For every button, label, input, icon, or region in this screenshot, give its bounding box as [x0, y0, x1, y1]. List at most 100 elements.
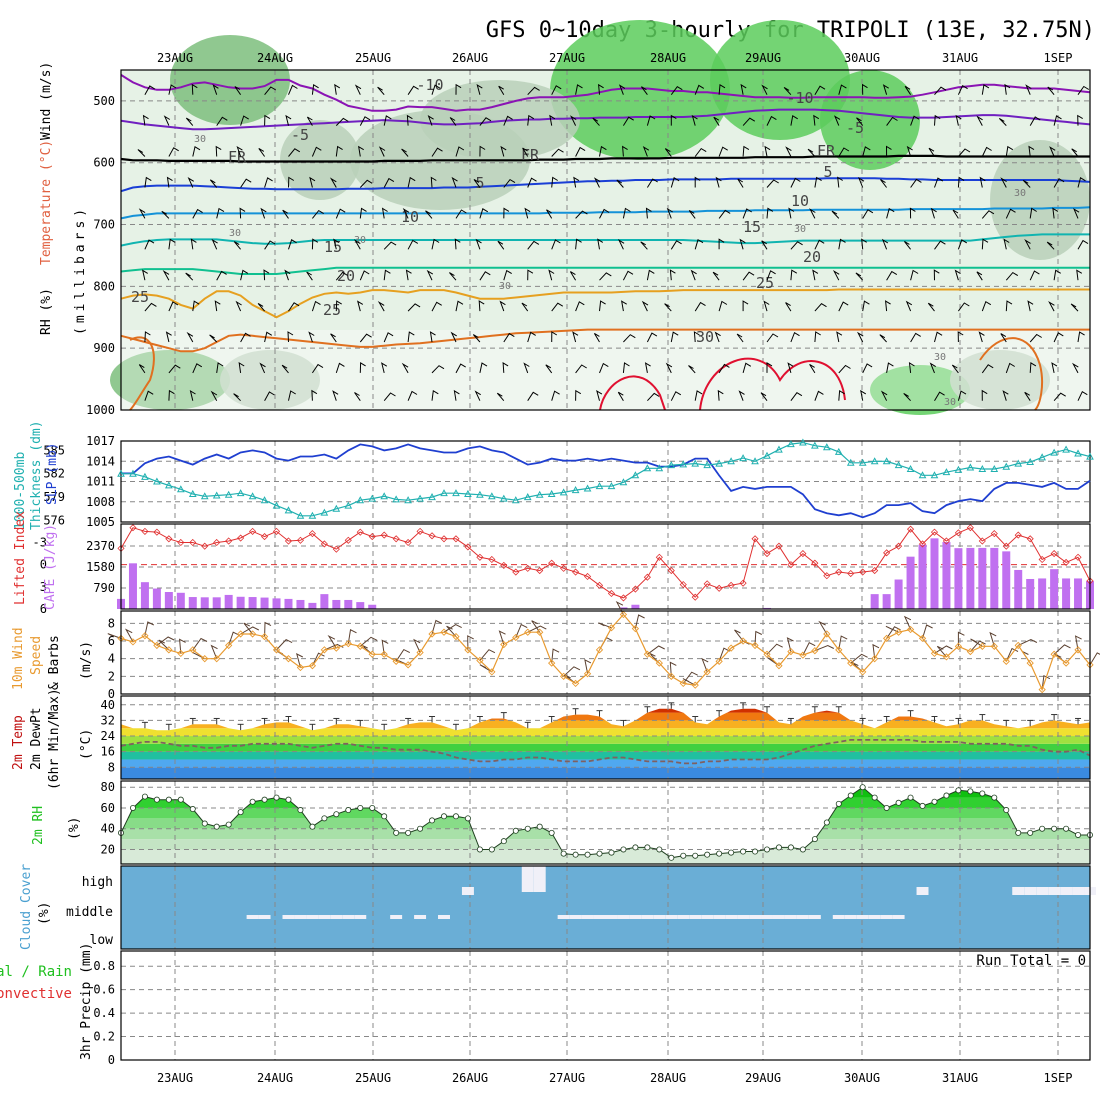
rh2m-marker-67 [919, 802, 926, 809]
upper-barb [165, 331, 172, 343]
upper-barb [814, 331, 821, 343]
li-marker-16 [308, 530, 316, 538]
rh2m-marker-22 [381, 813, 388, 820]
upper-barb [1051, 362, 1058, 374]
upper-barb [670, 177, 680, 188]
upper-barb [354, 392, 361, 401]
upper-barb [212, 84, 219, 95]
isotherm-label-3: -5 [846, 119, 864, 137]
thickness-marker-21 [368, 494, 377, 502]
li-marker-37 [560, 564, 568, 572]
thickness-marker-53 [751, 457, 759, 465]
li-marker-65 [895, 542, 903, 550]
day-label-bottom-7: 30AUG [844, 1071, 880, 1085]
upper-barb [381, 362, 388, 374]
upper-ytick-3: 800 [93, 279, 115, 293]
li-ytick-3: 6 [40, 602, 47, 616]
rh-label-5: 30 [944, 397, 956, 408]
rh2m-marker-51 [728, 849, 735, 856]
wind10-barb-65 [885, 625, 899, 633]
upper-barb [838, 301, 849, 312]
upper-barb [430, 176, 437, 188]
thickness-marker-8 [212, 491, 221, 499]
dewpt-line [120, 739, 1091, 765]
upper-barb [575, 364, 587, 374]
cape-bar-19 [344, 599, 353, 609]
upper-barb [551, 302, 564, 312]
cloud-block-middle-12 [258, 915, 271, 919]
isotherm--10-0 [120, 74, 1091, 112]
cape-bar-3 [152, 588, 161, 609]
upper-barb [264, 331, 273, 343]
upper-ytick-4: 900 [93, 341, 115, 355]
isotherm-15-5 [120, 233, 1090, 247]
cloud-block-high-80 [1072, 887, 1085, 895]
wind10-barb-11 [243, 622, 253, 635]
wind10-marker-25 [416, 648, 424, 657]
upper-wind-barbs [137, 83, 1090, 402]
li-marker-43 [631, 585, 639, 593]
thickness-marker-66 [906, 464, 915, 473]
rh2m-marker-76 [1027, 829, 1034, 836]
thickness-marker-40 [595, 482, 604, 490]
wind10-barb-71 [970, 640, 986, 652]
wind10-line [120, 613, 1091, 692]
upper-barb [736, 333, 744, 343]
upper-barb [694, 84, 705, 95]
li-marker-21 [368, 532, 376, 541]
wind10-barb-13 [276, 638, 293, 651]
thickness-marker-80 [1074, 449, 1082, 457]
upper-barb [549, 114, 556, 126]
li-marker-30 [476, 553, 484, 561]
rh2m-marker-40 [596, 850, 603, 857]
li-marker-61 [847, 569, 855, 578]
wind10-marker-35 [536, 628, 544, 636]
upper-barb [882, 84, 889, 95]
upper-barb [1028, 145, 1035, 157]
wind10-barb-49 [701, 657, 709, 673]
day-label-top-1: 24AUG [257, 51, 293, 65]
wind10-ytick-2: 4 [108, 652, 115, 666]
cape-bar-75 [1014, 569, 1023, 609]
li-marker-35 [536, 566, 544, 575]
slp-ytick-1: 1008 [86, 495, 115, 509]
rh2m-ytick-0: 20 [101, 842, 115, 856]
li-marker-57 [799, 549, 807, 558]
upper-barb [957, 239, 968, 250]
wind10-marker-1 [129, 638, 137, 646]
upper-barb [455, 83, 462, 95]
rh-band-4 [121, 807, 1090, 819]
wind10-units-label: (m/s) [79, 641, 94, 680]
upper-barb [910, 178, 922, 188]
upper-barb [1029, 333, 1042, 343]
li-marker-4 [165, 535, 173, 543]
upper-barb [575, 210, 588, 219]
upper-barb [742, 300, 749, 312]
upper-barb [306, 116, 313, 126]
upper-barb [454, 238, 461, 250]
thickness-marker-1 [129, 469, 137, 477]
upper-barb [264, 114, 271, 126]
upper-barb [886, 116, 898, 126]
wind10-barb-70 [957, 631, 965, 647]
upper-barb [288, 239, 297, 250]
rh2m-marker-39 [584, 851, 591, 858]
upper-barb [425, 210, 433, 219]
upper-barb [783, 86, 792, 96]
cloud-level-middle: middle [66, 905, 113, 920]
slp-thickness-panel: 1005 1008 1011 1014 1017 576 579 582 585 [43, 434, 1094, 529]
precip-ytick-0: 0 [108, 1053, 115, 1067]
cape-bar-21 [368, 604, 377, 609]
temp-band-9 [121, 697, 1090, 705]
upper-barb [284, 269, 291, 281]
li-ytick-2: 3 [40, 580, 47, 594]
upper-barb [233, 241, 241, 250]
day-label-top-2: 25AUG [355, 51, 391, 65]
upper-barb [951, 364, 959, 374]
wind10-barb-18 [327, 634, 337, 649]
wind10-marker-63 [871, 655, 879, 663]
wind10-barb-55 [767, 657, 780, 667]
wind10-barb-57 [802, 642, 816, 656]
upper-barb [240, 115, 249, 126]
